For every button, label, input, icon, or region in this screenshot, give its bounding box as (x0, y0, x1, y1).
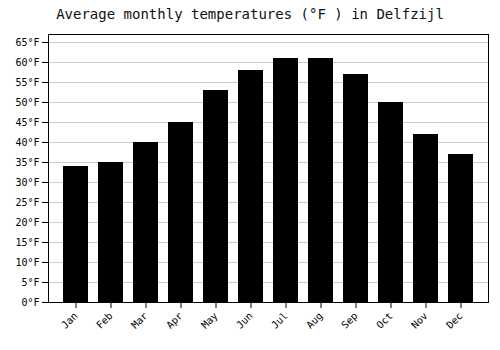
svg-text:Dec: Dec (444, 310, 465, 331)
svg-text:65°F: 65°F (15, 37, 39, 48)
svg-text:60°F: 60°F (15, 57, 39, 68)
svg-text:55°F: 55°F (15, 77, 39, 88)
svg-text:Nov: Nov (409, 310, 430, 331)
svg-text:Jan: Jan (59, 310, 80, 331)
svg-text:30°F: 30°F (15, 177, 39, 188)
svg-text:10°F: 10°F (15, 257, 39, 268)
svg-text:15°F: 15°F (15, 237, 39, 248)
svg-text:Mar: Mar (129, 310, 150, 331)
svg-text:20°F: 20°F (15, 217, 39, 228)
svg-text:Oct: Oct (374, 310, 395, 331)
svg-text:5°F: 5°F (21, 277, 39, 288)
svg-text:Apr: Apr (164, 310, 185, 331)
svg-text:25°F: 25°F (15, 197, 39, 208)
html-text:Average monthly temperatures (: Average monthly temperatures (°F ) in De… (56, 6, 444, 22)
svg-text:45°F: 45°F (15, 117, 39, 128)
svg-text:Sep: Sep (339, 310, 360, 331)
svg-text:Feb: Feb (94, 310, 115, 331)
svg-text:Aug: Aug (304, 310, 325, 331)
svg-text:0°F: 0°F (21, 297, 39, 308)
svg-text:Jun: Jun (234, 310, 255, 331)
svg-text:May: May (199, 310, 220, 331)
svg-text:Jul: Jul (269, 310, 290, 331)
svg-text:50°F: 50°F (15, 97, 39, 108)
svg-text:40°F: 40°F (15, 137, 39, 148)
svg-text:35°F: 35°F (15, 157, 39, 168)
